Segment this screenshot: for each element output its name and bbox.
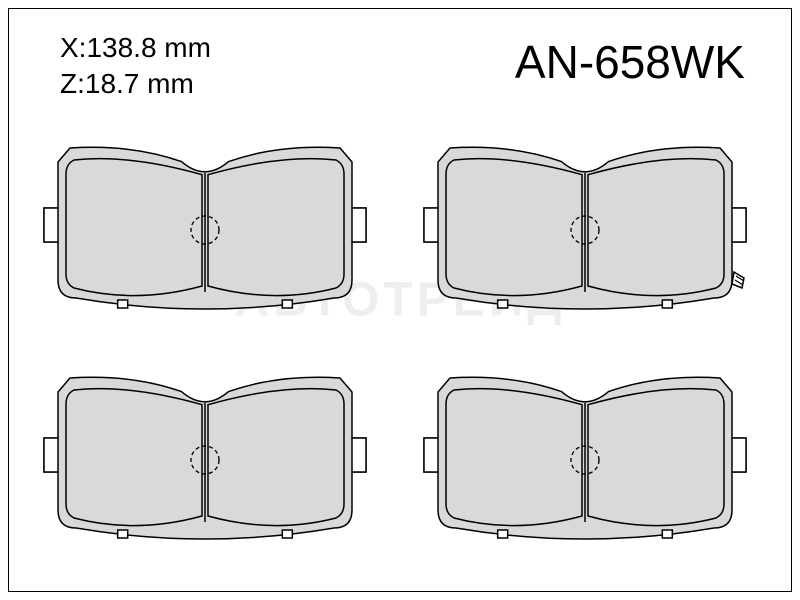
- brake-pad-2: [420, 140, 750, 310]
- brake-pad-grid: [30, 130, 770, 570]
- dimensions-block: X:138.8 mm Z:18.7 mm: [60, 30, 211, 103]
- part-number: AN-658WK: [515, 35, 745, 89]
- brake-pad-3: [40, 370, 370, 540]
- brake-pad-4: [420, 370, 750, 540]
- dimension-x: X:138.8 mm: [60, 30, 211, 66]
- brake-pad-1: [40, 140, 370, 310]
- dimension-z: Z:18.7 mm: [60, 66, 211, 102]
